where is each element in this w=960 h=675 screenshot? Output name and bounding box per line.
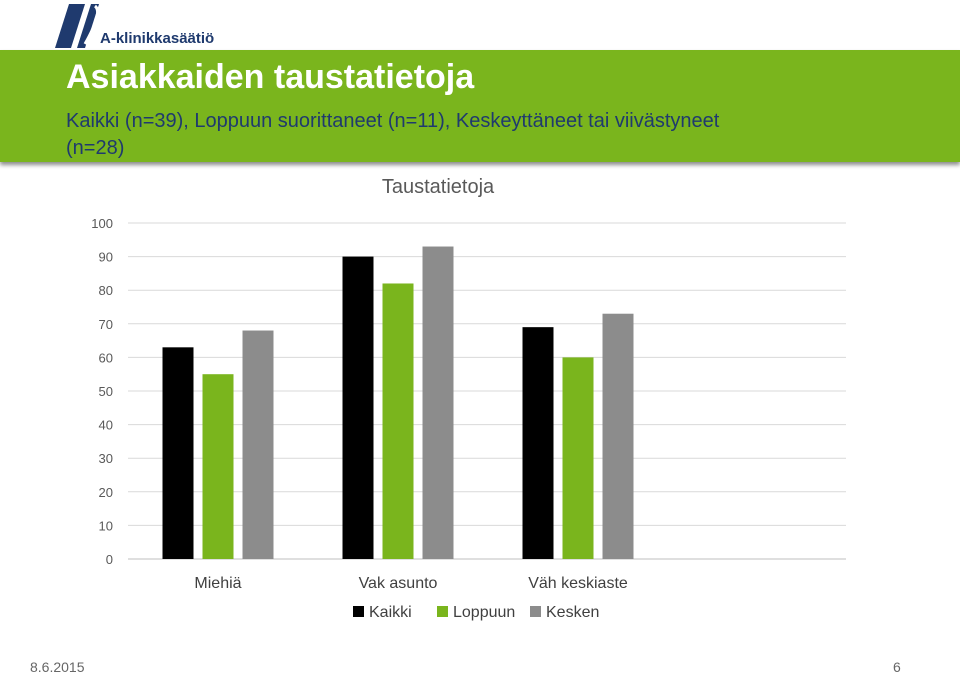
bar-kesken-3 xyxy=(602,313,634,559)
y-tick-label: 80 xyxy=(99,283,113,298)
chart-title: Taustatietoja xyxy=(382,176,495,198)
bar-kesken-2 xyxy=(422,246,454,559)
y-tick-label: 60 xyxy=(99,350,113,365)
y-tick-label: 50 xyxy=(99,384,113,399)
x-category-label: Miehiä xyxy=(194,575,241,592)
logo-text: A-klinikkasäätiö xyxy=(100,30,215,47)
y-tick-label: 40 xyxy=(99,418,113,433)
legend-label: Loppuun xyxy=(453,604,515,621)
bar-kaikki-1 xyxy=(162,347,194,559)
y-tick-label: 70 xyxy=(99,317,113,332)
bar-loppuun-2 xyxy=(382,283,414,559)
y-tick-label: 100 xyxy=(91,216,113,231)
page-title: Asiakkaiden taustatietoja xyxy=(66,58,475,96)
x-category-label: Väh keskiaste xyxy=(528,575,628,592)
a-klinikka-logo xyxy=(55,4,99,48)
bar-kaikki-2 xyxy=(342,256,374,559)
footer-date: 8.6.2015 xyxy=(30,659,85,675)
legend-label: Kesken xyxy=(546,604,599,621)
legend-label: Kaikki xyxy=(369,604,412,621)
bar-loppuun-1 xyxy=(202,374,234,559)
title-banner xyxy=(0,50,960,162)
y-tick-label: 20 xyxy=(99,485,113,500)
page-number: 6 xyxy=(893,659,901,675)
legend-swatch xyxy=(353,606,364,617)
legend-swatch xyxy=(437,606,448,617)
y-tick-label: 90 xyxy=(99,250,113,265)
x-category-label: Vak asunto xyxy=(359,575,438,592)
bar-kesken-1 xyxy=(242,330,274,559)
page-subtitle: Kaikki (n=39), Loppuun suorittaneet (n=1… xyxy=(66,110,720,159)
legend-swatch xyxy=(530,606,541,617)
y-tick-label: 30 xyxy=(99,451,113,466)
y-tick-label: 0 xyxy=(106,552,113,567)
bar-kaikki-3 xyxy=(522,327,554,559)
bar-loppuun-3 xyxy=(562,357,594,559)
y-tick-label: 10 xyxy=(99,518,113,533)
